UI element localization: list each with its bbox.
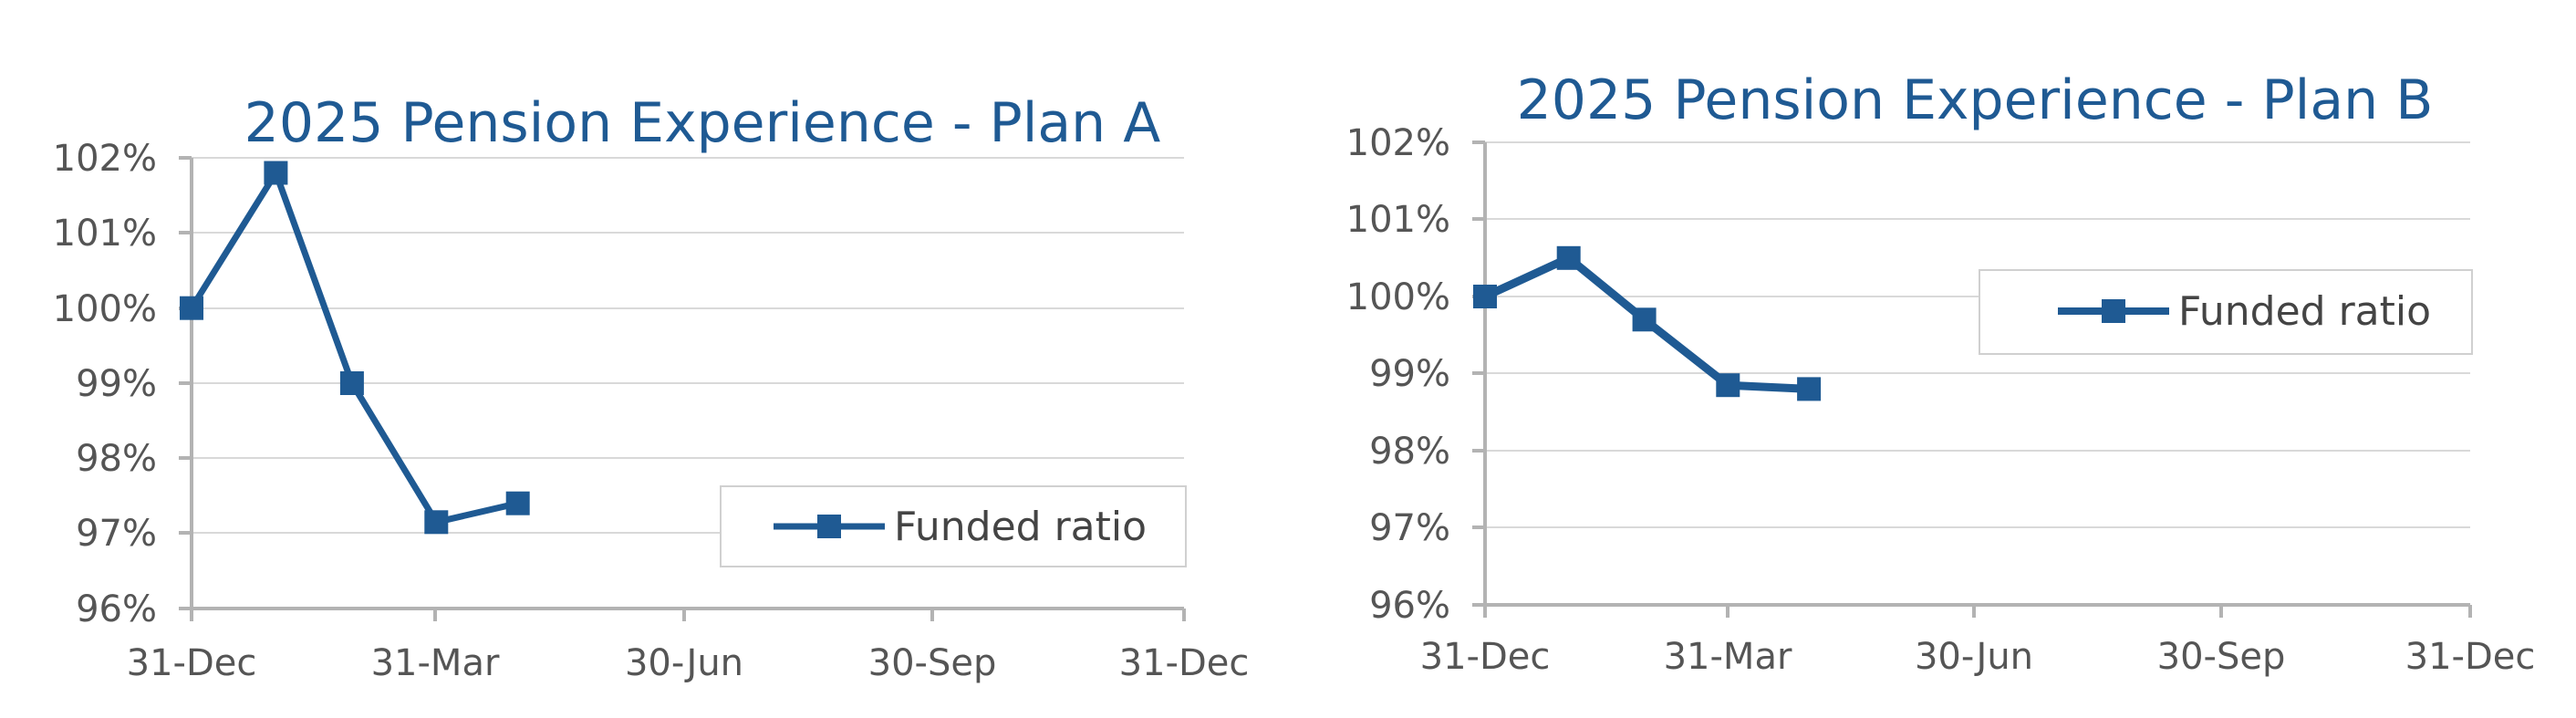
chart-a-x-ticks: 31-Dec 31-Mar 30-Jun 30-Sep 31-Dec [127,609,1250,684]
chart-b-data-point-0 [1473,285,1497,308]
chart-a-xtick-label: 30-Jun [625,642,743,684]
chart-a-ytick-label: 100% [53,288,157,330]
chart-a-xtick-label: 31-Dec [127,642,257,684]
chart-b-data-point-4 [1797,377,1822,401]
chart-a-series-line [189,170,519,525]
chart-plan-b: 2025 Pension Experience - Plan B 96% 97%… [1346,68,2536,678]
chart-a-xtick-label: 31-Dec [1119,642,1250,684]
chart-b-legend-marker-icon [2102,299,2125,323]
chart-a-legend-label: Funded ratio [894,504,1147,550]
chart-b-ytick-label: 97% [1369,507,1450,549]
chart-a-legend: Funded ratio [720,485,1187,567]
chart-a-plot-area [180,161,530,535]
chart-b-xtick-label: 31-Mar [1664,636,1792,678]
chart-a-data-point-2 [339,371,364,395]
chart-b-ytick-label: 101% [1346,199,1450,241]
chart-plan-a: 2025 Pension Experience - Plan A 96% 97%… [53,91,1250,684]
chart-b-legend: Funded ratio [1979,269,2473,355]
chart-a-legend-marker-icon [817,515,841,538]
chart-b-plot-area [1473,245,1822,401]
chart-b-data-point-1 [1556,245,1581,270]
chart-a-ytick-label: 98% [76,438,157,480]
chart-a-data-point-0 [180,296,203,320]
chart-a-title: 2025 Pension Experience - Plan A [244,91,1161,155]
chart-b-xtick-label: 31-Dec [1420,636,1551,678]
chart-b-data-point-2 [1632,307,1657,332]
chart-b-xtick-label: 30-Sep [2157,636,2286,678]
chart-b-x-ticks: 31-Dec 31-Mar 30-Jun 30-Sep 31-Dec [1420,605,2536,678]
chart-b-title: 2025 Pension Experience - Plan B [1517,68,2434,132]
chart-a-xtick-label: 30-Sep [868,642,997,684]
chart-b-ytick-label: 96% [1369,585,1450,627]
chart-a-xtick-label: 31-Mar [371,642,500,684]
chart-a-data-point-1 [264,161,288,185]
chart-a-ytick-label: 99% [76,363,157,405]
chart-b-ytick-label: 100% [1346,276,1450,318]
chart-b-legend-label: Funded ratio [2178,288,2431,335]
chart-b-xtick-label: 30-Jun [1915,636,2033,678]
chart-b-gridlines [1485,141,2470,528]
chart-a-ytick-label: 102% [53,138,157,180]
chart-b-ytick-label: 99% [1369,353,1450,395]
chart-a-ytick-label: 97% [76,513,157,555]
chart-a-data-point-4 [505,491,530,515]
chart-a-y-ticks: 96% 97% 98% 99% 100% 101% 102% [53,138,192,630]
chart-b-y-ticks: 96% 97% 98% 99% 100% 101% 102% [1346,122,1485,627]
chart-a-ytick-label: 101% [53,213,157,255]
chart-b-xtick-label: 31-Dec [2405,636,2536,678]
chart-a-ytick-label: 96% [76,588,157,630]
chart-a-data-point-3 [424,510,449,535]
chart-b-data-point-3 [1716,373,1740,398]
chart-b-ytick-label: 102% [1346,122,1450,164]
chart-b-ytick-label: 98% [1369,431,1450,473]
